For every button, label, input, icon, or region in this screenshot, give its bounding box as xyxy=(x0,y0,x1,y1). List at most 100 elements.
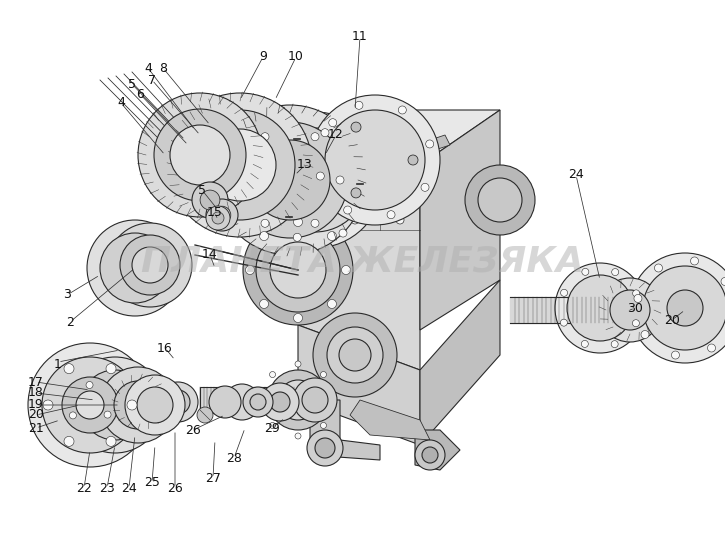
Circle shape xyxy=(108,223,192,307)
Text: 8: 8 xyxy=(159,61,167,75)
Circle shape xyxy=(307,430,343,466)
Circle shape xyxy=(387,211,395,219)
Circle shape xyxy=(336,176,344,184)
Polygon shape xyxy=(350,400,430,440)
Circle shape xyxy=(313,313,397,397)
Circle shape xyxy=(302,387,328,413)
Text: 4: 4 xyxy=(117,96,125,109)
Circle shape xyxy=(166,390,190,414)
Circle shape xyxy=(104,411,111,418)
Circle shape xyxy=(122,384,158,420)
Text: 4: 4 xyxy=(144,61,152,75)
Circle shape xyxy=(560,289,568,296)
Circle shape xyxy=(232,122,348,238)
Circle shape xyxy=(247,112,383,248)
Circle shape xyxy=(270,423,276,429)
Circle shape xyxy=(76,391,104,419)
Text: 28: 28 xyxy=(226,452,242,465)
Text: 19: 19 xyxy=(28,399,44,411)
Circle shape xyxy=(254,158,262,166)
Circle shape xyxy=(708,344,716,352)
Circle shape xyxy=(145,389,171,415)
Circle shape xyxy=(426,140,434,148)
Circle shape xyxy=(294,313,302,323)
Text: 9: 9 xyxy=(259,51,267,64)
Circle shape xyxy=(261,133,269,141)
Text: 26: 26 xyxy=(167,481,183,494)
Circle shape xyxy=(127,400,137,410)
Circle shape xyxy=(270,242,326,298)
Circle shape xyxy=(398,106,406,114)
Circle shape xyxy=(43,400,53,410)
Circle shape xyxy=(364,148,372,156)
Circle shape xyxy=(560,319,568,326)
Text: 13: 13 xyxy=(297,158,313,171)
Circle shape xyxy=(204,129,276,201)
Circle shape xyxy=(315,438,335,458)
Circle shape xyxy=(192,182,228,218)
Circle shape xyxy=(236,176,244,184)
Text: 16: 16 xyxy=(157,342,173,355)
Circle shape xyxy=(106,363,116,374)
Circle shape xyxy=(278,380,318,420)
Text: 14: 14 xyxy=(202,249,218,262)
Circle shape xyxy=(667,290,703,326)
Circle shape xyxy=(311,133,319,141)
Circle shape xyxy=(478,178,522,222)
Circle shape xyxy=(114,381,162,429)
Circle shape xyxy=(256,228,340,312)
Circle shape xyxy=(260,299,268,308)
Text: 5: 5 xyxy=(198,183,206,196)
Text: 29: 29 xyxy=(264,422,280,435)
Circle shape xyxy=(213,206,231,224)
Circle shape xyxy=(581,341,588,348)
Circle shape xyxy=(42,357,138,453)
Circle shape xyxy=(611,341,618,348)
Circle shape xyxy=(112,374,168,430)
Text: 27: 27 xyxy=(205,472,221,485)
Circle shape xyxy=(396,216,404,224)
Text: 20: 20 xyxy=(28,409,44,422)
Circle shape xyxy=(70,412,76,419)
Circle shape xyxy=(328,119,336,127)
Polygon shape xyxy=(420,280,500,445)
Circle shape xyxy=(62,377,118,433)
Text: 17: 17 xyxy=(28,375,44,388)
Circle shape xyxy=(87,220,183,316)
Circle shape xyxy=(100,233,170,303)
Circle shape xyxy=(268,370,328,430)
Polygon shape xyxy=(290,240,298,310)
Circle shape xyxy=(67,357,163,453)
Circle shape xyxy=(415,440,445,470)
Polygon shape xyxy=(298,165,420,370)
Circle shape xyxy=(261,219,269,227)
Text: 30: 30 xyxy=(627,301,643,314)
Text: 1: 1 xyxy=(54,358,62,372)
Circle shape xyxy=(158,382,198,422)
Circle shape xyxy=(200,190,220,210)
Circle shape xyxy=(368,194,376,202)
Circle shape xyxy=(643,266,725,350)
Text: 23: 23 xyxy=(99,481,115,494)
Circle shape xyxy=(690,257,698,265)
Circle shape xyxy=(294,218,302,226)
Circle shape xyxy=(355,101,363,109)
Text: 10: 10 xyxy=(288,51,304,64)
Circle shape xyxy=(555,263,645,353)
Circle shape xyxy=(100,367,176,443)
Circle shape xyxy=(138,93,262,217)
Circle shape xyxy=(306,216,314,224)
Polygon shape xyxy=(298,325,420,445)
Circle shape xyxy=(80,370,150,440)
Circle shape xyxy=(339,339,371,371)
Circle shape xyxy=(270,392,290,412)
Circle shape xyxy=(263,128,367,232)
Circle shape xyxy=(612,269,618,276)
Text: 2: 2 xyxy=(66,316,74,329)
Circle shape xyxy=(209,386,241,418)
Text: 18: 18 xyxy=(28,386,44,399)
Circle shape xyxy=(295,361,301,367)
Circle shape xyxy=(630,253,725,363)
Circle shape xyxy=(243,215,353,325)
Circle shape xyxy=(170,125,230,185)
